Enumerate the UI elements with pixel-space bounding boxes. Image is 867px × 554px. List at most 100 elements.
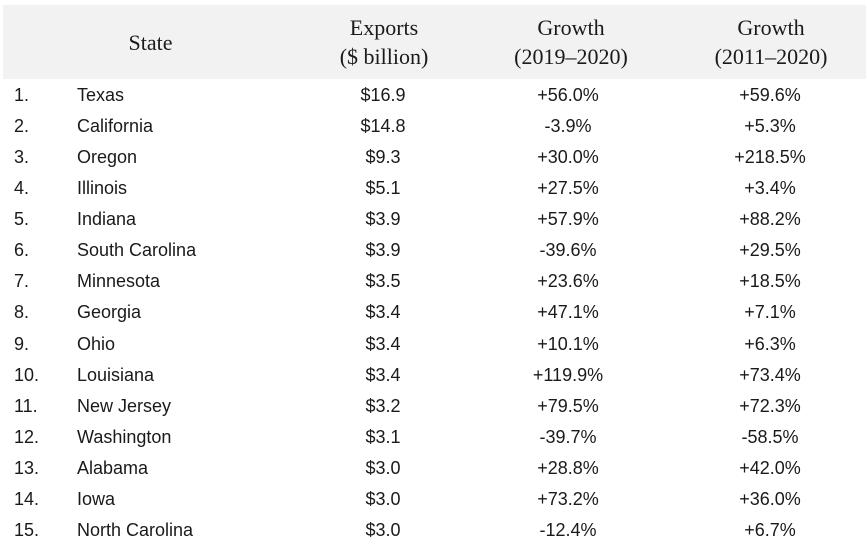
table-row: 10. Louisiana $3.4 +119.9% +73.4% [0, 360, 867, 391]
growth-2019-2020-cell: -3.9% [544, 116, 592, 137]
growth-2011-2020-cell: +42.0% [739, 457, 801, 478]
header-growth-2019-2020: Growth (2019–2020) [471, 5, 671, 79]
table-row: 1. Texas $16.9 +56.0% +59.6% [0, 80, 867, 111]
growth-2019-2020-cell: +73.2% [537, 488, 599, 509]
growth-2019-2020-cell: -12.4% [539, 519, 597, 540]
rank-cell: 4. [14, 178, 30, 199]
exports-cell: $3.0 [365, 457, 401, 478]
rank-cell: 1. [14, 85, 30, 105]
state-cell: Indiana [77, 209, 137, 230]
table-row: 6. South Carolina $3.9 -39.6% +29.5% [0, 235, 867, 266]
state-cell: Washington [77, 426, 172, 447]
state-cell: North Carolina [77, 519, 194, 540]
state-cell: New Jersey [77, 395, 172, 416]
rank-cell: 11. [14, 395, 38, 416]
growth-2019-2020-cell: +30.0% [537, 147, 599, 168]
table-row: 7. Minnesota $3.5 +23.6% +18.5% [0, 266, 867, 297]
growth-2019-2020-cell: +23.6% [537, 271, 599, 292]
exports-cell: $14.8 [360, 116, 406, 137]
state-cell: Iowa [77, 488, 116, 509]
exports-cell: $3.9 [365, 209, 401, 230]
growth-2019-2020-cell: -39.7% [539, 426, 597, 447]
growth-2011-2020-cell: +7.1% [744, 302, 796, 323]
exports-cell: $3.9 [365, 240, 401, 261]
header-growth-2019-2020-line-2: (2019–2020) [514, 44, 628, 69]
header-state-line-1: State [128, 29, 173, 55]
table-row: 12. Washington $3.1 -39.7% -58.5% [0, 422, 867, 453]
growth-2011-2020-cell: +6.7% [744, 519, 796, 540]
header-exports-line-2: ($ billion) [339, 44, 429, 69]
table-row: 4. Illinois $5.1 +27.5% +3.4% [0, 173, 867, 204]
growth-2019-2020-cell: +79.5% [537, 395, 599, 416]
exports-cell: $5.1 [365, 178, 401, 199]
state-cell: Oregon [77, 147, 138, 168]
growth-2019-2020-cell: +119.9% [532, 364, 604, 385]
table-row: 13. Alabama $3.0 +28.8% +42.0% [0, 453, 867, 484]
header-growth-2011-2020-line-2: (2011–2020) [714, 44, 828, 69]
state-cell: Louisiana [77, 364, 155, 385]
rank-cell: 7. [14, 271, 30, 292]
growth-2019-2020-cell: +28.8% [537, 457, 599, 478]
exports-cell: $9.3 [365, 147, 401, 168]
table-row: 5. Indiana $3.9 +57.9% +88.2% [0, 204, 867, 235]
state-cell: Illinois [77, 178, 128, 199]
table-row: 14. Iowa $3.0 +73.2% +36.0% [0, 484, 867, 515]
rank-cell: 9. [14, 333, 30, 354]
growth-2011-2020-cell: +3.4% [744, 178, 796, 199]
growth-2011-2020-cell: +29.5% [739, 240, 801, 261]
table-row: 9. Ohio $3.4 +10.1% +6.3% [0, 329, 867, 360]
state-cell: California [77, 116, 154, 137]
growth-2011-2020-cell: +36.0% [739, 488, 801, 509]
growth-2011-2020-cell: +73.4% [739, 364, 801, 385]
rank-cell: 2. [14, 116, 30, 137]
header-exports: Exports ($ billion) [289, 5, 479, 79]
exports-cell: $3.0 [365, 488, 401, 509]
header-growth-2019-2020-line-1: Growth [537, 15, 605, 40]
growth-2011-2020-cell: +5.3% [744, 116, 796, 137]
exports-cell: $3.4 [365, 302, 401, 323]
growth-2011-2020-cell: -58.5% [741, 426, 799, 447]
growth-2019-2020-cell: +57.9% [537, 209, 599, 230]
rank-cell: 12. [14, 426, 40, 447]
exports-cell: $3.0 [365, 519, 401, 540]
table-row: 8. Georgia $3.4 +47.1% +7.1% [0, 297, 867, 328]
exports-cell: $3.4 [365, 364, 401, 385]
rank-cell: 14. [14, 488, 40, 509]
growth-2011-2020-cell: +88.2% [739, 209, 801, 230]
growth-2011-2020-cell: +6.3% [744, 333, 796, 354]
state-cell: Alabama [77, 457, 149, 478]
header-growth-2011-2020-line-1: Growth [737, 15, 805, 40]
growth-2011-2020-cell: +18.5% [739, 271, 801, 292]
table-body: 1. Texas $16.9 +56.0% +59.6% 2. California $14.… [0, 80, 867, 546]
growth-2011-2020-cell: +72.3% [739, 395, 801, 416]
state-cell: South Carolina [77, 240, 197, 261]
exports-cell: $3.2 [365, 395, 401, 416]
growth-2019-2020-cell: +27.5% [537, 178, 599, 199]
growth-2011-2020-cell: +218.5% [734, 147, 806, 168]
table-row: 3. Oregon $9.3 +30.0% +218.5% [0, 142, 867, 173]
state-cell: Georgia [77, 302, 142, 323]
growth-2019-2020-cell: +10.1% [537, 333, 599, 354]
rank-cell: 13. [14, 457, 40, 478]
state-cell: Ohio [77, 333, 116, 354]
rank-cell: 3. [14, 147, 30, 168]
growth-2019-2020-cell: -39.6% [539, 240, 597, 261]
header-state: State [73, 5, 228, 79]
exports-cell: $16.9 [360, 85, 406, 105]
exports-cell: $3.1 [365, 426, 401, 447]
growth-2019-2020-cell: +47.1% [537, 302, 599, 323]
state-cell: Texas [77, 85, 125, 105]
state-cell: Minnesota [77, 271, 161, 292]
growth-2011-2020-cell: +59.6% [739, 85, 801, 105]
rank-cell: 5. [14, 209, 30, 230]
rank-cell: 10. [14, 364, 40, 385]
exports-cell: $3.4 [365, 333, 401, 354]
rank-cell: 6. [14, 240, 30, 261]
rank-cell: 15. [14, 519, 40, 540]
header-growth-2011-2020: Growth (2011–2020) [671, 5, 867, 79]
table-header: State Exports ($ billion) Growth (2019–2… [3, 5, 866, 79]
exports-cell: $3.5 [365, 271, 401, 292]
header-exports-line-1: Exports [349, 15, 419, 40]
table-row: 15. North Carolina $3.0 -12.4% +6.7% [0, 515, 867, 546]
growth-2019-2020-cell: +56.0% [537, 85, 599, 105]
